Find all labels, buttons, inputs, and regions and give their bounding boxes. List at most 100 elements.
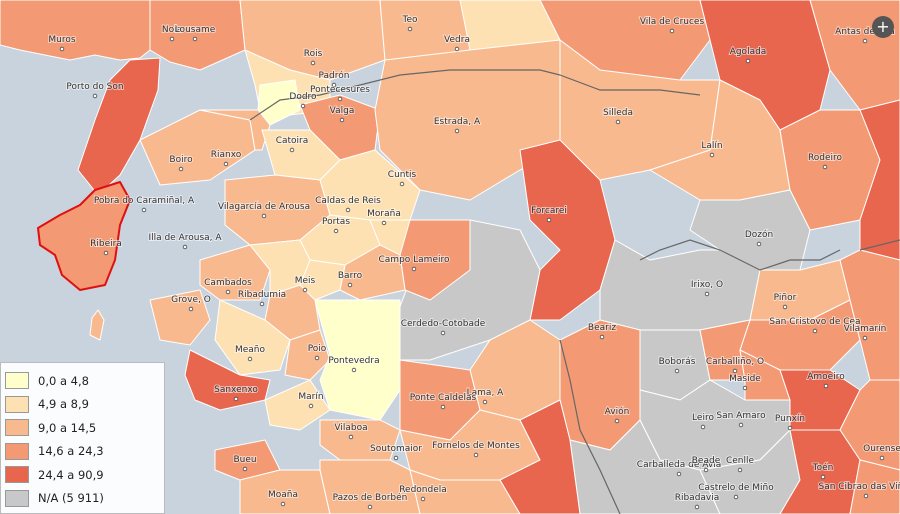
- place-silleda[interactable]: Silleda: [602, 107, 634, 125]
- place-marker: [333, 228, 339, 234]
- place-soutomaior[interactable]: Soutomaior: [369, 443, 423, 461]
- place-marker: [732, 368, 738, 374]
- place-moaña[interactable]: Moaña: [267, 489, 299, 507]
- place-label: Meaño: [235, 345, 266, 355]
- place-vilamarín[interactable]: Vilamarín: [843, 323, 887, 341]
- place-amoeiro[interactable]: Amoeiro: [806, 371, 846, 389]
- place-estrada-a[interactable]: Estrada, A: [433, 116, 482, 134]
- place-beade[interactable]: Beade: [691, 455, 722, 473]
- place-vilaboa[interactable]: Vilaboa: [333, 422, 369, 440]
- place-lousame[interactable]: Lousame: [174, 24, 217, 42]
- place-rodeiro[interactable]: Rodeiro: [807, 152, 844, 170]
- region-grove[interactable]: [149, 289, 211, 346]
- place-carballeda-de-avia[interactable]: Carballeda de Avia: [636, 459, 722, 477]
- place-sanxenxo[interactable]: Sanxenxo: [213, 384, 259, 402]
- place-agolada[interactable]: Agolada: [729, 46, 767, 64]
- region-noia[interactable]: [149, 0, 246, 71]
- place-piñor[interactable]: Piñor: [773, 292, 798, 310]
- region-poio[interactable]: [284, 329, 331, 381]
- place-redondela[interactable]: Redondela: [398, 484, 448, 502]
- place-ribadavia[interactable]: Ribadavia: [674, 492, 720, 510]
- place-ourense[interactable]: Ourense: [862, 443, 900, 461]
- region-sanxenxo[interactable]: [184, 349, 271, 411]
- place-marker: [310, 60, 316, 66]
- region-south-red[interactable]: [499, 399, 581, 514]
- region-forcarei[interactable]: [519, 139, 616, 321]
- region-meano[interactable]: [214, 299, 291, 376]
- legend-item: 9,0 a 14,5: [5, 416, 160, 440]
- place-avión[interactable]: Avión: [604, 405, 630, 424]
- place-pontevedra[interactable]: Pontevedra: [327, 355, 381, 373]
- place-rianxo[interactable]: Rianxo: [210, 149, 243, 167]
- place-campo-lameiro[interactable]: Campo Lameiro: [378, 254, 451, 272]
- region-pobra-ribeira[interactable]: [37, 181, 131, 291]
- region-toen[interactable]: [779, 429, 861, 514]
- place-vedra[interactable]: Vedra: [443, 34, 471, 52]
- place-noia[interactable]: Noia: [161, 24, 183, 42]
- place-ribeira[interactable]: Ribeira: [89, 238, 123, 256]
- legend-swatch: [5, 466, 29, 484]
- region-marin[interactable]: [264, 379, 331, 431]
- place-pazos-de-borbén[interactable]: Pazos de Borbén: [332, 491, 408, 510]
- place-punxín[interactable]: Punxín: [774, 413, 806, 431]
- place-cenlle[interactable]: Cenlle: [725, 455, 755, 473]
- place-cerdedo-cotobade[interactable]: Cerdedo-Cotobade: [400, 318, 487, 336]
- region-illa[interactable]: [89, 309, 105, 341]
- region-sancibrao[interactable]: [849, 459, 900, 514]
- place-bueu[interactable]: Bueu: [232, 454, 258, 472]
- place-boborás[interactable]: Boborás: [658, 356, 697, 374]
- place-portas[interactable]: Portas: [321, 216, 351, 234]
- place-maside[interactable]: Maside: [728, 373, 762, 391]
- place-porto-do-son[interactable]: Porto do Son: [65, 81, 125, 99]
- place-boiro[interactable]: Boiro: [168, 154, 194, 172]
- region-estrada[interactable]: [374, 39, 561, 201]
- place-irixo-o[interactable]: Irixo, O: [690, 279, 724, 297]
- place-beariz[interactable]: Beariz: [587, 322, 617, 340]
- place-caldas-de-reis[interactable]: Caldas de Reis: [314, 195, 382, 213]
- place-san-cibrao-das-viñas[interactable]: San Cibrao das Viñas: [817, 481, 900, 499]
- place-poio[interactable]: Poio: [307, 343, 328, 361]
- place-padrón[interactable]: Padrón: [318, 69, 350, 88]
- place-pobra-do-caramiñal-a[interactable]: Pobra do Caramiñal, A: [93, 195, 196, 213]
- region-carballeda[interactable]: [569, 419, 721, 514]
- region-avion[interactable]: [559, 319, 641, 451]
- place-toén[interactable]: Toén: [811, 461, 834, 480]
- place-grove-o[interactable]: Grove, O: [170, 294, 212, 312]
- place-san-amaro[interactable]: San Amaro: [715, 410, 767, 428]
- place-lalín[interactable]: Lalín: [700, 140, 724, 158]
- place-illa-de-arousa-a[interactable]: Illa de Arousa, A: [147, 232, 223, 250]
- place-teo[interactable]: Teo: [400, 14, 419, 32]
- place-forcarei[interactable]: Forcarei: [530, 205, 568, 223]
- place-pontecesures[interactable]: Pontecesures: [309, 84, 371, 102]
- place-meaño[interactable]: Meaño: [234, 344, 267, 362]
- place-moraña[interactable]: Moraña: [366, 208, 402, 226]
- place-dodro[interactable]: Dodro: [288, 91, 318, 109]
- place-vila-de-cruces[interactable]: Vila de Cruces: [639, 16, 705, 34]
- place-cambados[interactable]: Cambados: [203, 277, 253, 295]
- place-dozón[interactable]: Dozón: [744, 228, 774, 247]
- zoom-in-button[interactable]: +: [872, 16, 894, 38]
- place-castrelo-de-miño[interactable]: Castrelo de Miño: [697, 482, 775, 500]
- place-marín[interactable]: Marín: [297, 391, 325, 409]
- place-lama-a[interactable]: Lama, A: [466, 387, 505, 405]
- region-pontevedra[interactable]: [314, 299, 401, 421]
- place-fornelos-de-montes[interactable]: Fornelos de Montes: [431, 440, 521, 458]
- place-carballiño-o[interactable]: Carballiño, O: [705, 356, 765, 374]
- place-muros[interactable]: Muros: [47, 34, 77, 52]
- region-muros[interactable]: [0, 0, 151, 61]
- place-ribadumia[interactable]: Ribadumia: [237, 289, 287, 307]
- place-barro[interactable]: Barro: [337, 270, 364, 288]
- region-dodro[interactable]: [257, 79, 301, 126]
- region-redondela[interactable]: [319, 459, 421, 514]
- place-marker: [669, 28, 675, 34]
- place-san-cristovo-de-cea[interactable]: San Cristovo de Cea: [768, 316, 862, 334]
- place-ponte-caldelas[interactable]: Ponte Caldelas: [409, 392, 478, 410]
- place-catoira[interactable]: Catoira: [275, 135, 309, 153]
- place-vilagarcía-de-arousa[interactable]: Vilagarcía de Arousa: [217, 201, 311, 219]
- place-valga[interactable]: Valga: [329, 105, 355, 123]
- place-meis[interactable]: Meis: [294, 275, 317, 293]
- place-rois[interactable]: Rois: [303, 48, 324, 66]
- place-leiro[interactable]: Leiro: [691, 412, 715, 430]
- place-cuntis[interactable]: Cuntis: [387, 169, 418, 187]
